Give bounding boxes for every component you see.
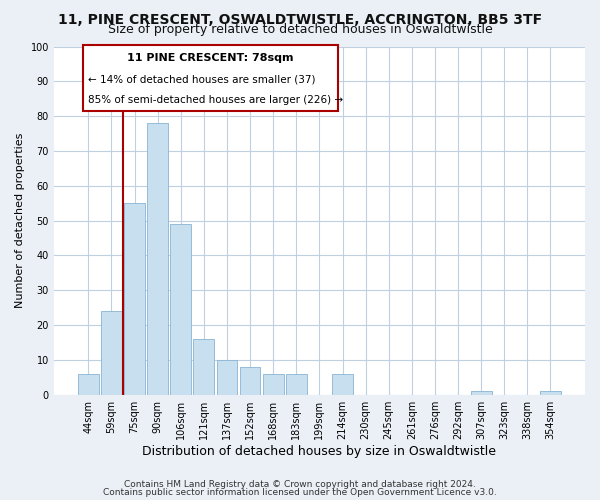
- Bar: [332, 374, 353, 394]
- Bar: [101, 311, 122, 394]
- Bar: [471, 391, 491, 394]
- Bar: [170, 224, 191, 394]
- Bar: [78, 374, 99, 394]
- Bar: [263, 374, 284, 394]
- Bar: [540, 391, 561, 394]
- Bar: [147, 123, 168, 394]
- Text: Contains HM Land Registry data © Crown copyright and database right 2024.: Contains HM Land Registry data © Crown c…: [124, 480, 476, 489]
- Text: 11, PINE CRESCENT, OSWALDTWISTLE, ACCRINGTON, BB5 3TF: 11, PINE CRESCENT, OSWALDTWISTLE, ACCRIN…: [58, 12, 542, 26]
- Y-axis label: Number of detached properties: Number of detached properties: [15, 133, 25, 308]
- Text: 85% of semi-detached houses are larger (226) →: 85% of semi-detached houses are larger (…: [88, 95, 343, 105]
- Text: 11 PINE CRESCENT: 78sqm: 11 PINE CRESCENT: 78sqm: [127, 54, 294, 64]
- Text: Contains public sector information licensed under the Open Government Licence v3: Contains public sector information licen…: [103, 488, 497, 497]
- X-axis label: Distribution of detached houses by size in Oswaldtwistle: Distribution of detached houses by size …: [142, 444, 496, 458]
- Bar: [217, 360, 238, 394]
- Bar: [193, 339, 214, 394]
- Text: ← 14% of detached houses are smaller (37): ← 14% of detached houses are smaller (37…: [88, 74, 316, 85]
- Text: Size of property relative to detached houses in Oswaldtwistle: Size of property relative to detached ho…: [107, 22, 493, 36]
- Bar: [286, 374, 307, 394]
- Bar: [124, 203, 145, 394]
- FancyBboxPatch shape: [83, 45, 338, 111]
- Bar: [239, 367, 260, 394]
